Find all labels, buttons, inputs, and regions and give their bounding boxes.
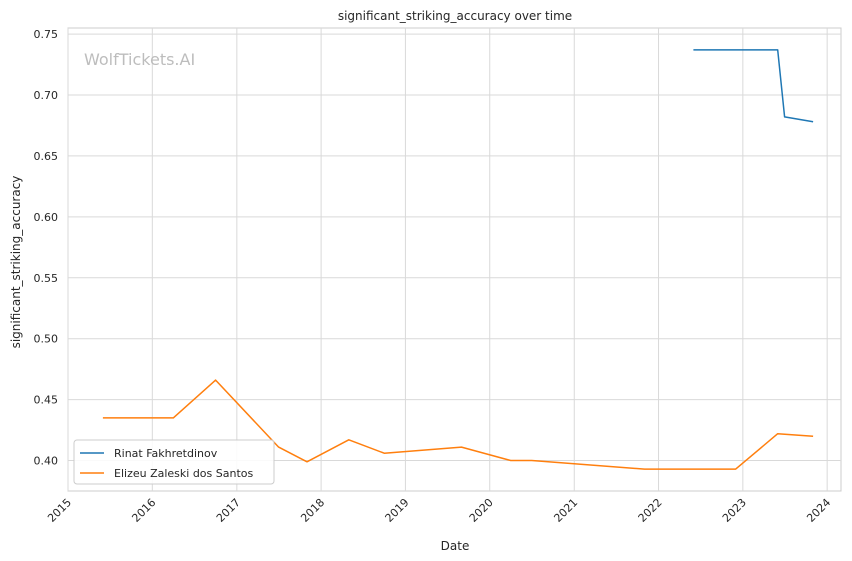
- plot-frame: [67, 27, 842, 492]
- watermark-text: WolfTickets.AI: [84, 50, 195, 69]
- y-tick-label: 0.65: [34, 150, 59, 163]
- x-tick-label: 2017: [214, 496, 243, 525]
- y-tick-label: 0.50: [34, 333, 59, 346]
- x-axis: 2015 2016 2017 2018 2019 2020 2021 2022 2023 2024: [45, 496, 833, 525]
- x-tick-label: 2019: [383, 496, 412, 525]
- series-layer: [102, 49, 814, 470]
- y-axis: 0.40 0.45 0.50 0.55 0.60 0.65 0.70 0.75: [34, 28, 59, 467]
- x-tick-label: 2023: [720, 496, 749, 525]
- x-tick-label: 2020: [467, 496, 496, 525]
- y-tick-label: 0.40: [34, 455, 59, 468]
- legend: Rinat Fakhretdinov Elizeu Zaleski dos Sa…: [73, 439, 275, 485]
- x-tick-label: 2024: [804, 496, 833, 525]
- plot-area: [67, 27, 842, 492]
- legend-label-rinat: Rinat Fakhretdinov: [114, 447, 218, 460]
- y-axis-label: significant_striking_accuracy: [9, 176, 23, 349]
- x-tick-label: 2018: [298, 496, 327, 525]
- x-tick-label: 2016: [129, 496, 158, 525]
- y-tick-label: 0.70: [34, 89, 59, 102]
- legend-label-elizeu: Elizeu Zaleski dos Santos: [114, 467, 254, 480]
- series-line-1: [102, 379, 814, 470]
- x-tick-label: 2021: [551, 496, 580, 525]
- series-line-0: [693, 49, 814, 123]
- y-tick-label: 0.55: [34, 272, 59, 285]
- legend-box: [73, 439, 275, 485]
- grid-lines: [67, 28, 841, 491]
- y-tick-label: 0.75: [34, 28, 59, 41]
- y-tick-label: 0.60: [34, 211, 59, 224]
- x-tick-label: 2022: [636, 496, 665, 525]
- x-axis-label: Date: [441, 539, 470, 553]
- y-tick-label: 0.45: [34, 394, 59, 407]
- chart-title: significant_striking_accuracy over time: [338, 9, 572, 23]
- x-tick-label: 2015: [45, 496, 74, 525]
